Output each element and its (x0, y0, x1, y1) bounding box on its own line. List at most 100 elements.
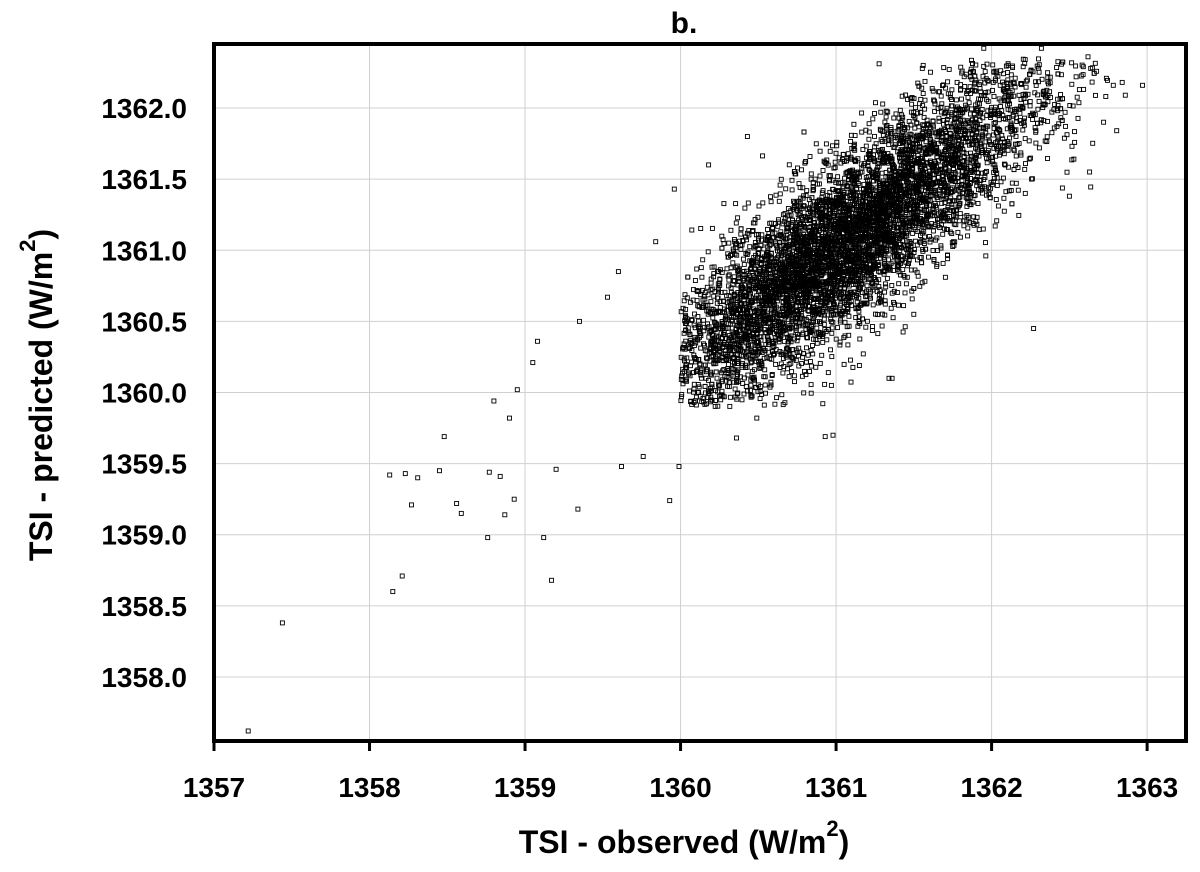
data-point (1026, 138, 1032, 144)
data-point (859, 301, 865, 307)
data-point (803, 359, 809, 365)
data-point (972, 192, 978, 198)
data-point (640, 454, 646, 459)
data-point (768, 194, 773, 200)
data-point (870, 116, 876, 122)
data-point (822, 434, 828, 440)
data-point (541, 535, 547, 541)
data-point (689, 348, 695, 353)
data-point (727, 403, 733, 409)
data-point (845, 342, 851, 348)
data-point (1061, 135, 1067, 141)
data-point (745, 200, 751, 206)
data-point (708, 280, 714, 286)
data-point (1022, 115, 1027, 121)
data-point (830, 319, 836, 325)
data-point (936, 115, 942, 121)
data-point (888, 305, 894, 311)
data-point (869, 328, 875, 333)
data-point (740, 381, 746, 386)
data-point (1017, 110, 1023, 116)
data-point (1087, 169, 1093, 175)
data-point (1035, 106, 1041, 112)
data-point (886, 142, 892, 148)
data-point (605, 294, 610, 300)
data-point (619, 464, 624, 469)
data-point (866, 121, 872, 127)
data-point (820, 309, 826, 315)
data-point (1069, 81, 1075, 87)
data-point (762, 367, 768, 373)
data-point (387, 472, 393, 478)
data-point (1040, 105, 1046, 111)
data-point (959, 110, 965, 116)
data-point (932, 98, 937, 104)
data-point (1114, 128, 1120, 134)
data-point (837, 339, 843, 345)
data-point (724, 266, 730, 272)
data-point (991, 121, 997, 127)
data-point (1140, 82, 1145, 88)
data-point (1001, 161, 1007, 167)
data-point (884, 131, 890, 137)
data-point (1066, 193, 1072, 199)
data-point (1016, 92, 1022, 98)
data-point (772, 230, 778, 236)
data-point (846, 313, 852, 319)
data-point (789, 177, 795, 183)
data-point (702, 383, 708, 389)
data-point (485, 535, 491, 541)
data-point (927, 234, 932, 239)
data-point (774, 395, 780, 401)
data-point (967, 74, 973, 80)
data-point (1010, 63, 1015, 69)
data-point (915, 80, 921, 86)
data-point (1024, 77, 1030, 83)
data-point (727, 394, 733, 400)
data-point (511, 496, 517, 502)
data-point (896, 281, 902, 287)
data-point (823, 141, 829, 147)
data-point (851, 121, 857, 127)
data-point (1007, 135, 1013, 141)
data-point (725, 273, 731, 279)
data-point (773, 192, 779, 198)
data-point (829, 354, 835, 360)
data-point (860, 147, 866, 152)
data-point (1092, 60, 1098, 66)
data-point (802, 368, 807, 374)
data-point (808, 390, 814, 396)
data-point (671, 186, 677, 192)
data-point (983, 253, 989, 259)
data-point (817, 360, 823, 366)
data-point (575, 506, 581, 512)
data-point (1045, 156, 1050, 161)
data-point (715, 281, 721, 287)
data-point (863, 324, 869, 330)
data-point (953, 97, 959, 103)
data-point (686, 370, 692, 376)
data-point (1055, 96, 1061, 102)
data-point (715, 403, 721, 409)
data-point (908, 95, 914, 101)
data-point (791, 198, 796, 204)
data-point (719, 233, 725, 239)
data-point (841, 361, 847, 367)
data-point (733, 242, 738, 248)
data-point (991, 93, 997, 99)
data-point (1088, 184, 1094, 190)
data-point (698, 372, 704, 378)
data-point (994, 218, 1000, 224)
data-point (1004, 126, 1010, 132)
data-point (535, 338, 540, 344)
data-point (978, 110, 984, 116)
data-point (856, 363, 862, 368)
data-point (699, 274, 705, 280)
data-point (808, 171, 814, 177)
data-point (860, 351, 866, 357)
data-point (667, 498, 673, 504)
data-point (1030, 117, 1036, 122)
data-point (708, 372, 714, 378)
data-point (921, 114, 927, 120)
data-point (882, 289, 888, 295)
